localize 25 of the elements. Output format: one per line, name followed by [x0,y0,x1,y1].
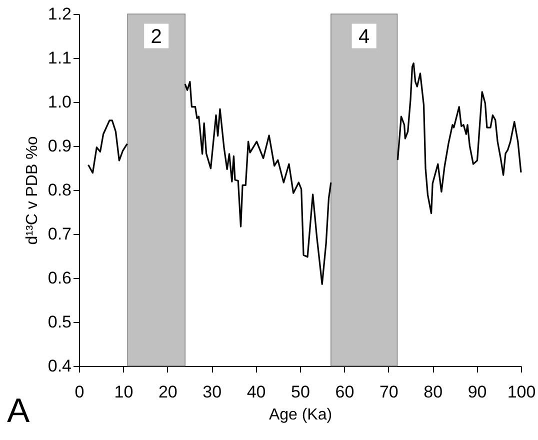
y-tick-label: 0.4 [48,356,72,376]
y-tick-label: 1.2 [48,4,72,24]
y-tick-label: 0.8 [48,180,72,200]
x-tick-label: 0 [74,382,84,402]
y-tick-label: 0.9 [48,136,72,156]
band-label: 4 [358,26,370,48]
x-tick-label: 40 [246,382,266,402]
x-tick-label: 50 [291,382,310,402]
y-tick-label: 0.7 [48,224,72,244]
band-label: 2 [150,26,162,48]
y-tick-label: 1.1 [48,48,72,68]
x-tick-label: 10 [114,382,134,402]
y-tick-label: 1.0 [48,92,72,112]
x-tick-label: 20 [158,382,178,402]
text: A [7,392,30,430]
y-tick-label: 0.6 [48,268,72,288]
x-tick-label: 70 [379,382,398,402]
x-tick-label: 90 [468,382,487,402]
y-tick-label: 0.5 [48,312,72,332]
x-tick-label: 80 [424,382,443,402]
x-tick-label: 100 [507,382,536,402]
x-tick-label: 30 [202,382,222,402]
y-axis-title: d¹³C v PDB %o [24,136,41,245]
x-tick-label: 60 [335,382,354,402]
x-axis-title: Age (Ka) [268,406,332,424]
